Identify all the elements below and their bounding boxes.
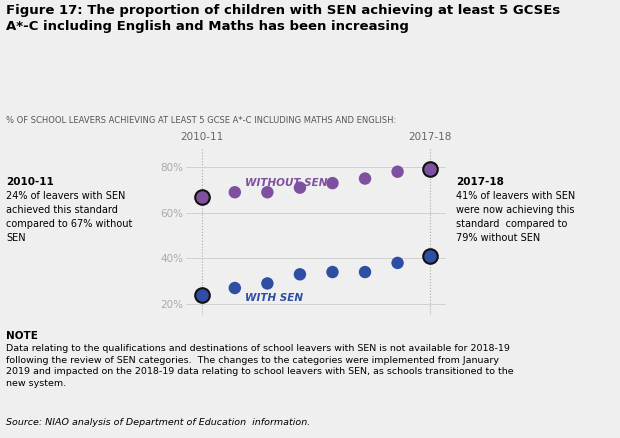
Point (230, 285, 240, 292)
Point (262, 280, 272, 287)
Point (230, 189, 240, 196)
Point (392, 259, 402, 266)
Point (327, 180, 337, 187)
Text: NOTE: NOTE (6, 331, 38, 341)
Text: 41% of leavers with SEN
were now achieving this
standard  compared to
79% withou: 41% of leavers with SEN were now achievi… (456, 191, 575, 243)
Text: 2017-18: 2017-18 (456, 177, 503, 187)
Text: % OF SCHOOL LEAVERS ACHIEVING AT LEAST 5 GCSE A*-C INCLUDING MATHS AND ENGLISH:: % OF SCHOOL LEAVERS ACHIEVING AT LEAST 5… (6, 116, 396, 125)
Text: Data relating to the qualifications and destinations of school leavers with SEN : Data relating to the qualifications and … (6, 344, 514, 388)
Text: 2010-11: 2010-11 (6, 177, 54, 187)
Point (197, 193, 207, 200)
Text: Figure 17: The proportion of children with SEN achieving at least 5 GCSEs
A*-C i: Figure 17: The proportion of children wi… (6, 4, 560, 33)
Text: Source: NIAO analysis of Department of Education  information.: Source: NIAO analysis of Department of E… (6, 418, 311, 427)
Point (425, 166, 435, 173)
Point (392, 168, 402, 175)
Point (327, 268, 337, 276)
Point (360, 175, 370, 182)
Text: 24% of leavers with SEN
achieved this standard
compared to 67% without
SEN: 24% of leavers with SEN achieved this st… (6, 191, 133, 243)
Text: 2010-11: 2010-11 (180, 132, 224, 142)
Point (295, 271, 305, 278)
Text: WITHOUT SEN: WITHOUT SEN (244, 178, 327, 188)
Point (295, 184, 305, 191)
Point (360, 268, 370, 276)
Text: 2017-18: 2017-18 (409, 132, 452, 142)
Text: WITH SEN: WITH SEN (244, 293, 303, 303)
Point (262, 189, 272, 196)
Point (425, 253, 435, 260)
Point (197, 291, 207, 298)
